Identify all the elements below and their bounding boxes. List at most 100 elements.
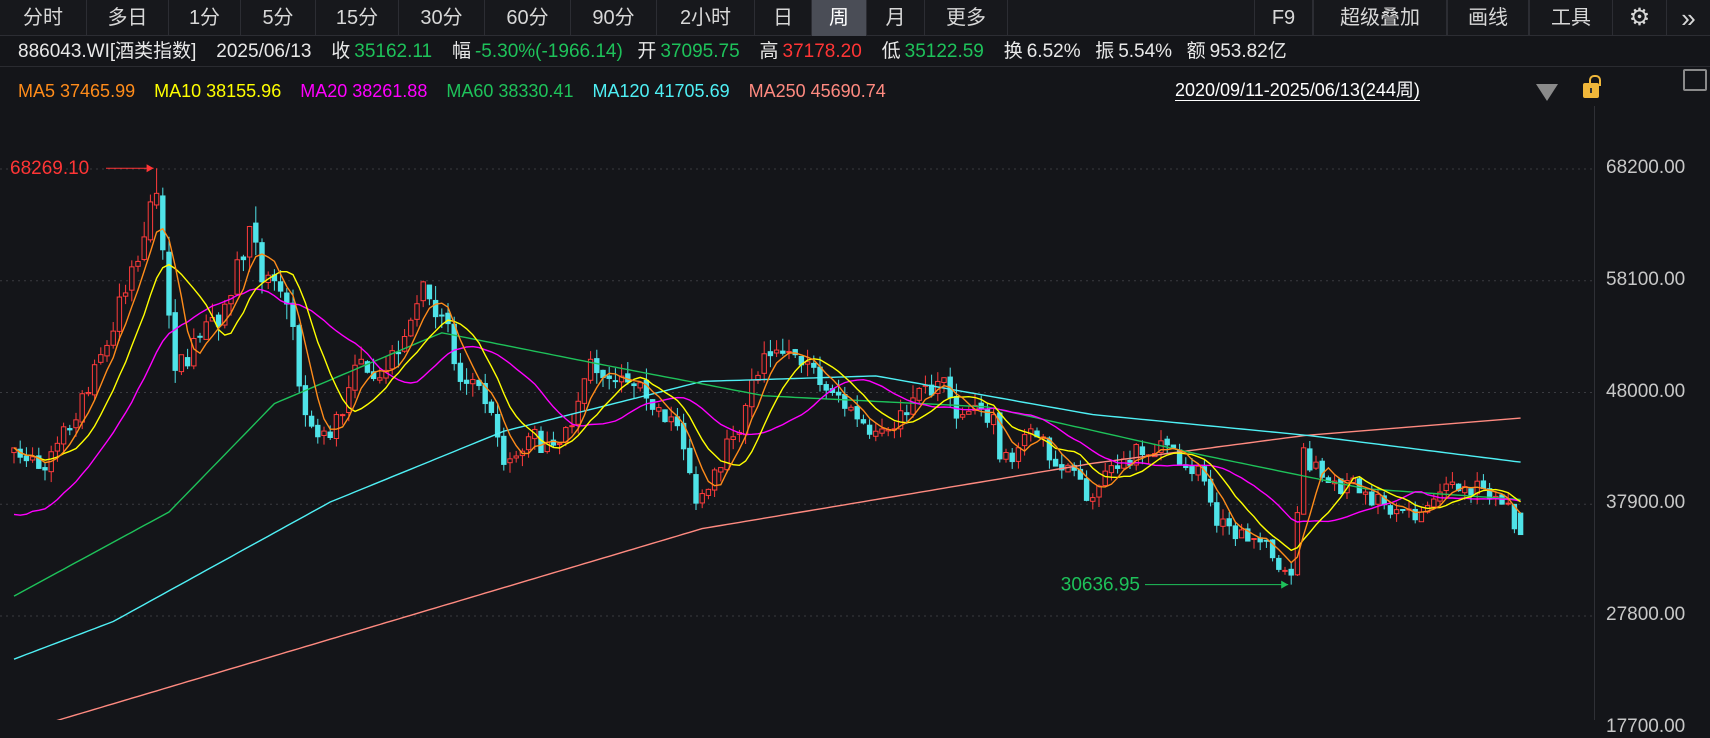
candle-down (395, 351, 402, 355)
candle-down (780, 350, 786, 354)
tab-2[interactable]: 1分 (169, 0, 241, 36)
tab-5[interactable]: 30分 (399, 0, 485, 36)
candle-up (122, 292, 129, 297)
candle-up (1431, 498, 1437, 508)
ma60-legend: MA60 38330.41 (446, 81, 574, 101)
candle-up (910, 397, 916, 415)
candle-down (649, 399, 656, 410)
y-tick-label: 58100.00 (1606, 268, 1686, 290)
candle-down (166, 251, 172, 316)
candle-down (457, 362, 464, 382)
close-value: 35162.11 (354, 41, 433, 62)
candle-up (637, 382, 643, 389)
candle-down (1189, 466, 1195, 475)
tab-0[interactable]: 分时 (0, 0, 87, 36)
candle-up (1096, 485, 1102, 498)
tab-8[interactable]: 2小时 (657, 0, 755, 36)
candle-down (835, 391, 842, 396)
candle-up (358, 358, 364, 365)
candle-down (643, 379, 650, 399)
candle-up (129, 266, 135, 291)
candle-up (110, 330, 116, 346)
candle-up (1015, 447, 1022, 462)
kline-chart[interactable]: 68269.10 30636.95 (0, 0, 1710, 720)
close-label: 收 (331, 41, 351, 62)
candle-down (426, 284, 433, 300)
candle-down (315, 424, 321, 438)
candle-down (1338, 478, 1344, 495)
low-value: 35122.59 (904, 41, 984, 62)
candle-down (1232, 525, 1239, 540)
toolbar-button-0[interactable]: F9 (1254, 0, 1313, 36)
candle-down (1052, 458, 1059, 467)
candle-down (1207, 478, 1214, 503)
candle-up (135, 260, 141, 267)
tab-9[interactable]: 日 (755, 0, 812, 36)
candle-up (1375, 493, 1381, 505)
candle-down (1468, 488, 1474, 496)
candle-down (1226, 518, 1232, 527)
candle-down (612, 380, 619, 383)
candle-up (1108, 465, 1115, 474)
y-tick-label: 27800.00 (1606, 604, 1686, 625)
candle-up (377, 377, 383, 381)
candle-down (67, 428, 73, 431)
tab-10[interactable]: 周 (812, 0, 867, 36)
amount-label: 额 (1186, 41, 1206, 62)
lock-icon[interactable] (1583, 75, 1601, 98)
dropdown-triangle-icon[interactable] (1536, 84, 1558, 101)
tab-6[interactable]: 60分 (485, 0, 571, 36)
tab-7[interactable]: 90分 (571, 0, 657, 36)
candle-up (420, 281, 426, 302)
toolbar-button-2[interactable]: 画线 (1447, 0, 1529, 36)
double-chevron-right-icon[interactable]: » (1681, 3, 1696, 33)
candle-down (184, 357, 191, 367)
candle-up (668, 416, 674, 423)
tab-1[interactable]: 多日 (87, 0, 169, 36)
candle-up (234, 259, 240, 295)
candle-down (1511, 503, 1518, 530)
candle-down (308, 415, 315, 427)
tab-11[interactable]: 月 (867, 0, 925, 36)
max-price-label: 68269.10 (10, 158, 89, 179)
candle-up (1021, 434, 1028, 447)
quote-date: 2025/06/13 (216, 41, 312, 62)
open-label: 开 (637, 41, 657, 62)
candle-up (711, 469, 718, 491)
tab-4[interactable]: 15分 (316, 0, 399, 36)
index-code: 886043.WI[酒类指数] (18, 41, 197, 62)
high-label: 高 (759, 41, 779, 62)
candle-down (606, 375, 612, 379)
candle-up (1393, 509, 1400, 515)
candle-up (990, 414, 997, 426)
candle-up (408, 319, 414, 337)
candle-up (60, 426, 67, 445)
candle-down (476, 379, 482, 387)
candle-down (432, 299, 439, 318)
candle-down (1319, 460, 1325, 478)
tab-12[interactable]: 更多 (925, 0, 1008, 36)
monitor-icon[interactable] (1683, 69, 1707, 91)
min-arrow-head (1281, 580, 1289, 589)
tab-3[interactable]: 5分 (241, 0, 316, 36)
candle-down (482, 382, 488, 405)
candle-up (1003, 452, 1009, 460)
candle-up (873, 430, 879, 437)
gear-icon[interactable]: ⚙ (1613, 0, 1667, 36)
candle-up (401, 335, 408, 352)
candle-down (953, 396, 960, 419)
candle-up (54, 442, 61, 452)
candle-up (879, 428, 885, 434)
candle-up (556, 442, 563, 446)
toolbar-button-1[interactable]: 超级叠加 (1313, 0, 1447, 36)
toolbar-button-3[interactable]: 工具 (1529, 0, 1613, 36)
candle-up (730, 436, 736, 441)
ma250-legend: MA250 45690.74 (748, 81, 886, 101)
date-range-selector[interactable]: 2020/09/11-2025/06/13(244周) (1175, 80, 1420, 101)
candle-down (253, 222, 259, 243)
candle-down (439, 314, 445, 317)
candle-down (1387, 505, 1394, 515)
candle-up (1090, 497, 1096, 502)
candle-up (79, 393, 85, 423)
candle-up (91, 364, 98, 396)
